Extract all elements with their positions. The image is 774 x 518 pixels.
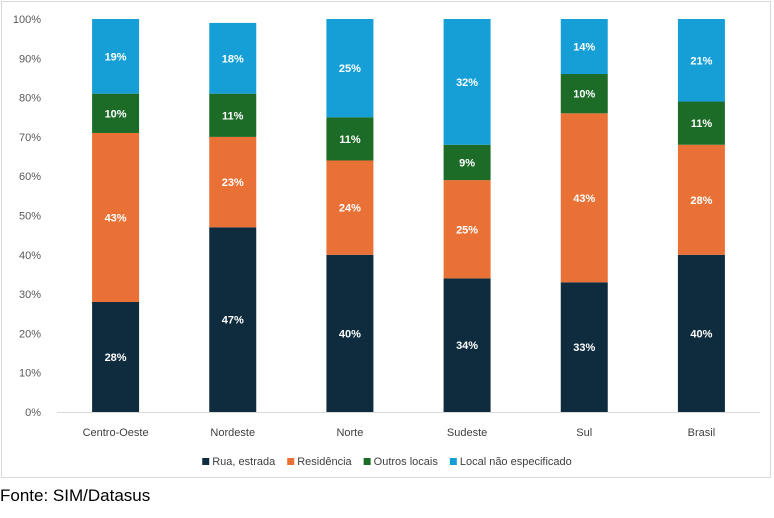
bar-segment xyxy=(677,101,725,145)
bar-segment xyxy=(443,278,491,412)
y-tick-label: 80% xyxy=(19,93,41,105)
bar-segment xyxy=(560,19,608,75)
bar-segment xyxy=(209,136,257,228)
legend-item: Outros locais xyxy=(363,456,439,468)
data-label: 19% xyxy=(105,51,127,63)
bar-segment xyxy=(326,160,374,255)
data-label: 24% xyxy=(339,203,361,215)
bar-segment xyxy=(560,282,608,412)
x-tick-label: Nordeste xyxy=(210,427,255,439)
data-label: 47% xyxy=(222,315,244,327)
y-tick-label: 30% xyxy=(19,289,41,301)
y-tick-label: 50% xyxy=(19,211,41,223)
y-tick-label: 40% xyxy=(19,250,41,262)
bar-segment xyxy=(677,144,725,255)
bar-segment xyxy=(209,22,257,94)
bars: 28% 43% 10% 19% 47% 23% 11% 18% 40% 24% 11% 25% 34% 2… xyxy=(92,19,725,412)
bar-segment xyxy=(326,117,374,161)
x-axis: Centro-Oeste Nordeste Norte Sudeste Sul Brasi… xyxy=(57,412,760,439)
data-label: 34% xyxy=(456,340,478,352)
data-label: 40% xyxy=(339,328,361,340)
bar-segment xyxy=(209,227,257,412)
y-tick-label: 20% xyxy=(19,328,41,340)
data-label: 11% xyxy=(222,110,244,122)
data-label: 11% xyxy=(691,118,713,130)
bar-segment xyxy=(443,180,491,279)
data-label: 14% xyxy=(573,42,595,54)
legend-label: Outros locais xyxy=(374,456,439,468)
data-label: 9% xyxy=(459,157,475,169)
bar-segment xyxy=(443,19,491,145)
x-tick-label: Sudeste xyxy=(447,427,487,439)
data-label: 18% xyxy=(222,53,244,65)
data-label: 11% xyxy=(339,134,361,146)
bar-segment xyxy=(677,254,725,412)
y-tick-label: 0% xyxy=(25,407,41,419)
data-label: 43% xyxy=(573,193,595,205)
chart-frame: 0% 10% 20% 30% 40% 50% 60% 70% 80% 90% 100% 28% 43%… xyxy=(1,1,771,478)
bar-stack: 33% 43% 10% 14% xyxy=(560,19,608,412)
legend-item: Rua, estrada xyxy=(202,456,276,468)
bar-segment xyxy=(326,254,374,412)
data-label: 40% xyxy=(690,328,712,340)
bar-segment xyxy=(326,19,374,118)
y-tick-label: 90% xyxy=(19,53,41,65)
bar-segment xyxy=(560,113,608,283)
y-tick-label: 10% xyxy=(19,368,41,380)
bar-segment xyxy=(92,93,140,133)
legend-label: Residência xyxy=(297,456,352,468)
legend: Rua, estrada Residência Outros locais Local… xyxy=(202,456,572,468)
bar-segment xyxy=(92,19,140,94)
data-label: 21% xyxy=(690,55,712,67)
data-label: 33% xyxy=(573,342,595,354)
stacked-bar-chart: 0% 10% 20% 30% 40% 50% 60% 70% 80% 90% 100% 28% 43%… xyxy=(13,14,760,468)
x-tick-label: Norte xyxy=(336,427,363,439)
y-axis: 0% 10% 20% 30% 40% 50% 60% 70% 80% 90% 100% xyxy=(13,14,41,419)
data-label: 43% xyxy=(105,212,127,224)
data-label: 10% xyxy=(573,89,595,101)
data-label: 25% xyxy=(456,224,478,236)
x-tick-label: Sul xyxy=(576,427,592,439)
legend-item: Local não especificado xyxy=(449,456,572,468)
bar-segment xyxy=(560,74,608,114)
bar-stack: 28% 43% 10% 19% xyxy=(92,19,140,412)
bar-segment xyxy=(443,144,491,181)
data-label: 32% xyxy=(456,77,478,89)
y-tick-label: 70% xyxy=(19,132,41,144)
bar-stack: 47% 23% 11% 18% xyxy=(209,22,257,412)
bar-segment xyxy=(92,132,140,302)
data-label: 25% xyxy=(339,63,361,75)
y-tick-label: 60% xyxy=(19,171,41,183)
bar-stack: 40% 28% 11% 21% xyxy=(677,19,725,412)
data-label: 28% xyxy=(690,195,712,207)
source-note: Fonte: SIM/Datasus xyxy=(0,486,151,505)
bar-stack: 34% 25% 9% 32% xyxy=(443,19,491,412)
data-label: 10% xyxy=(105,108,127,120)
legend-swatch xyxy=(363,458,371,465)
legend-swatch xyxy=(287,458,295,465)
x-tick-label: Brasil xyxy=(688,427,716,439)
legend-label: Local não especificado xyxy=(460,456,572,468)
bar-segment xyxy=(209,93,257,137)
legend-label: Rua, estrada xyxy=(212,456,276,468)
x-tick-label: Centro-Oeste xyxy=(83,427,149,439)
bar-segment xyxy=(677,19,725,102)
bar-stack: 40% 24% 11% 25% xyxy=(326,19,374,412)
bar-segment xyxy=(92,301,140,412)
y-tick-label: 100% xyxy=(13,14,41,26)
legend-swatch xyxy=(449,458,457,465)
legend-item: Residência xyxy=(287,456,353,468)
data-label: 23% xyxy=(222,177,244,189)
legend-swatch xyxy=(202,458,210,465)
data-label: 28% xyxy=(105,352,127,364)
